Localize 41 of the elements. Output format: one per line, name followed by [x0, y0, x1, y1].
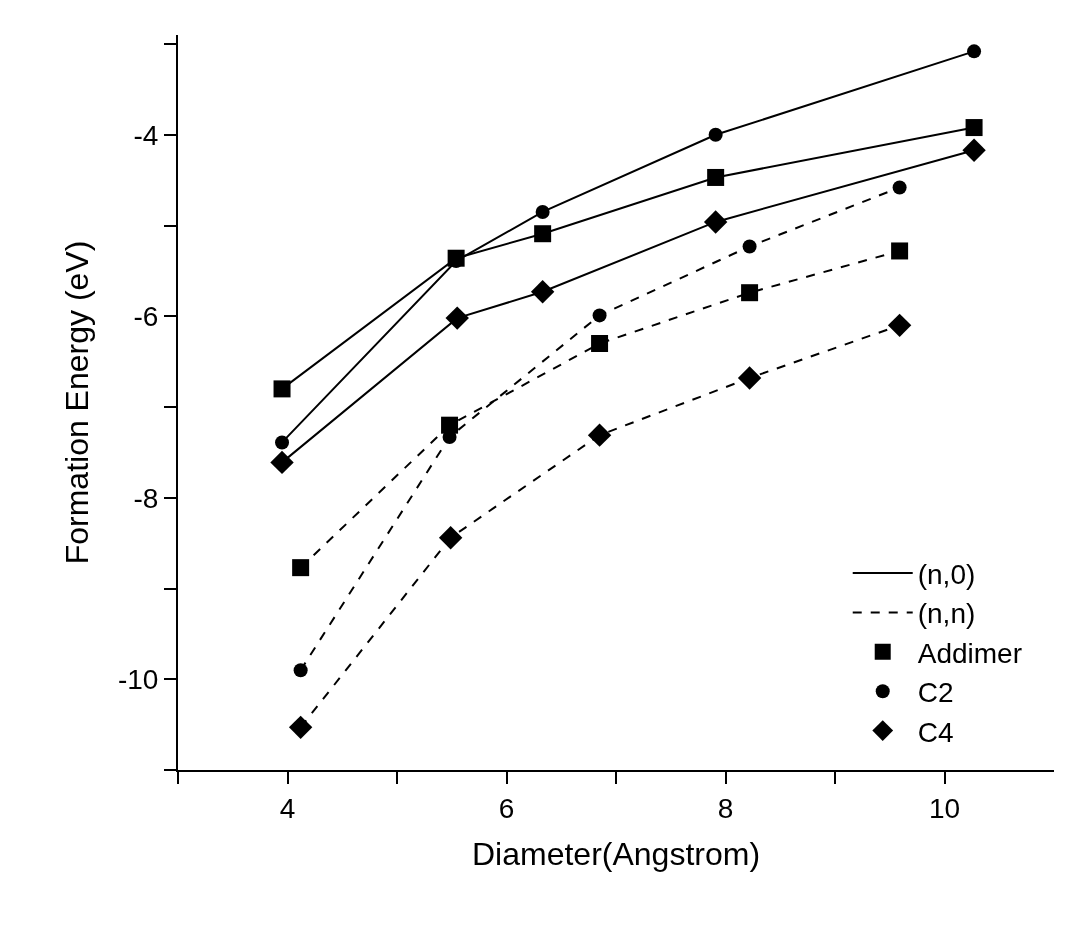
point	[275, 435, 290, 450]
x-tick-label: 8	[717, 792, 734, 824]
point	[967, 44, 982, 59]
point	[965, 119, 983, 137]
point	[962, 138, 986, 162]
point	[892, 180, 907, 195]
point	[530, 280, 555, 304]
point	[891, 242, 909, 260]
point	[293, 663, 308, 678]
point	[273, 380, 291, 398]
point	[288, 715, 313, 740]
legend-label: (n,0)	[917, 558, 976, 590]
point	[292, 559, 310, 577]
point	[591, 335, 609, 353]
point	[707, 168, 725, 186]
y-axis-title: Formation Energy (eV)	[58, 240, 95, 565]
y-tick-label: -10	[117, 664, 159, 696]
y-tick-label: -6	[133, 301, 159, 333]
x-axis-title: Diameter(Angstrom)	[471, 836, 761, 872]
x-tick-label: 10	[928, 792, 961, 824]
point	[887, 313, 912, 338]
point	[703, 210, 728, 234]
point	[270, 450, 294, 475]
point	[592, 308, 607, 323]
legend-label: C4	[917, 716, 954, 748]
y-tick-label: -4	[133, 119, 159, 151]
point	[708, 127, 723, 142]
point	[741, 284, 759, 302]
legend-label: Addimer	[917, 637, 1022, 669]
point	[742, 239, 757, 254]
point	[737, 366, 762, 390]
point	[534, 225, 552, 243]
point	[445, 306, 469, 330]
legend-label: (n,n)	[917, 598, 976, 630]
point	[535, 204, 550, 219]
x-tick-label: 6	[498, 792, 515, 824]
legend-label: C2	[917, 677, 954, 709]
y-tick-label: -8	[133, 482, 159, 514]
point	[438, 526, 463, 550]
x-tick-label: 4	[279, 792, 296, 824]
point	[587, 423, 612, 447]
